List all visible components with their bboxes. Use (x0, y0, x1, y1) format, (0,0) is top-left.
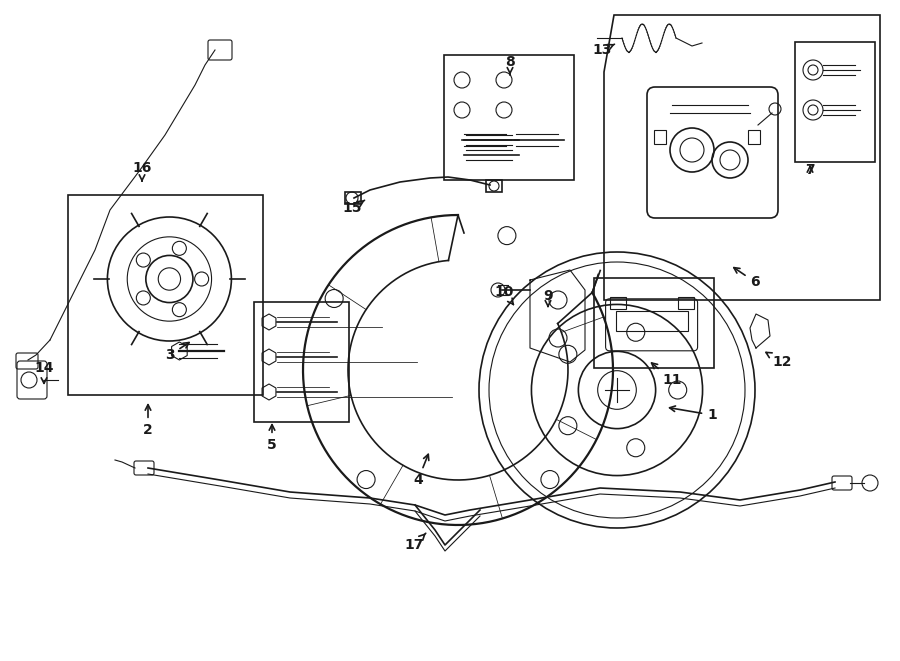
Text: 6: 6 (734, 268, 760, 289)
Bar (594, 278, 714, 368)
Text: 10: 10 (494, 285, 514, 305)
Text: 4: 4 (413, 454, 428, 487)
Text: 12: 12 (766, 352, 792, 369)
Bar (654, 130, 666, 144)
Bar (609, 297, 626, 309)
Text: 8: 8 (505, 55, 515, 75)
Bar (444, 55, 574, 180)
Bar (678, 297, 694, 309)
Bar (795, 42, 875, 162)
Text: 15: 15 (342, 200, 364, 215)
Text: 16: 16 (132, 161, 152, 181)
Text: 14: 14 (34, 361, 54, 383)
Text: 1: 1 (670, 406, 717, 422)
Bar (254, 302, 349, 422)
Bar (748, 130, 760, 144)
Text: 2: 2 (143, 405, 153, 437)
Bar (68, 195, 263, 395)
Text: 7: 7 (806, 163, 814, 177)
Text: 5: 5 (267, 424, 277, 452)
Text: 11: 11 (652, 363, 682, 387)
Text: 17: 17 (404, 533, 426, 552)
Text: 3: 3 (166, 342, 189, 362)
Text: 9: 9 (544, 289, 553, 307)
Bar (616, 311, 688, 330)
Text: 13: 13 (592, 43, 615, 57)
